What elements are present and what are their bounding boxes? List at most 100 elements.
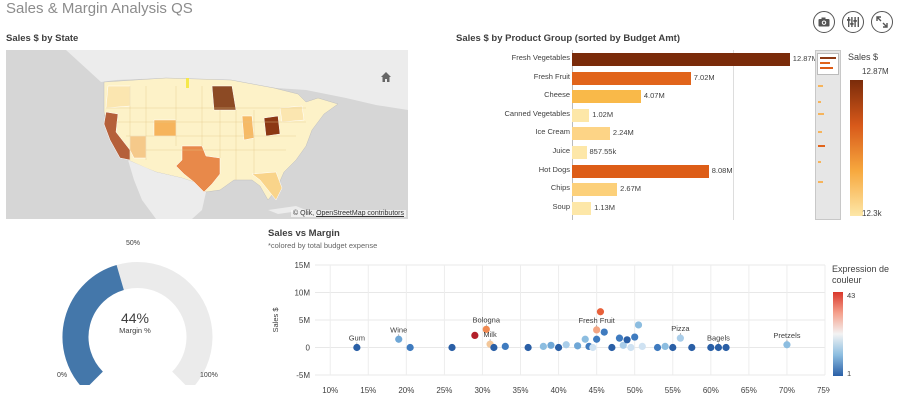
bar-category-label: Ice Cream <box>535 127 570 137</box>
scatter-point[interactable] <box>482 325 490 333</box>
scatter-point[interactable] <box>783 341 791 349</box>
x-tick-label: 15% <box>360 386 376 395</box>
state-texas[interactable] <box>175 145 221 193</box>
bar[interactable] <box>572 146 587 159</box>
scatter-point[interactable] <box>589 343 597 352</box>
scatter-point[interactable] <box>593 335 601 343</box>
bar[interactable] <box>572 183 618 197</box>
bar-value-label: 4.07M <box>643 91 665 101</box>
bar-row[interactable]: Juice 857.55k <box>456 143 810 161</box>
gauge-label: Margin % <box>119 326 151 335</box>
x-tick-label: 30% <box>474 386 490 395</box>
point-label: Pretzels <box>773 331 800 340</box>
bar-row[interactable]: Soup 1.13M <box>456 199 810 217</box>
scatter-point[interactable] <box>676 334 684 342</box>
scatter-point[interactable] <box>661 342 669 350</box>
sales-margin-scatter[interactable]: 15M 10M 5M 0 -5M 10% 15% 20% 25% 30% 35% 40% 45% 50% 5… <box>270 255 830 404</box>
state-colorado[interactable] <box>153 119 177 137</box>
bar-value-label: 7.02M <box>693 72 715 82</box>
state-illinois[interactable] <box>241 115 255 141</box>
gauge-mid-label: 50% <box>126 240 141 247</box>
scatter-point[interactable] <box>501 342 509 350</box>
bar-row[interactable]: Chips 2.67M <box>456 180 810 198</box>
fullscreen-button[interactable] <box>871 11 893 33</box>
scatter-point[interactable] <box>714 343 723 352</box>
bar[interactable] <box>572 90 641 104</box>
x-tick-label: 50% <box>627 386 643 395</box>
map-home-button[interactable] <box>380 70 392 88</box>
bar[interactable] <box>572 201 592 215</box>
highlight-marker <box>186 78 189 88</box>
state-minnesota[interactable] <box>211 85 237 111</box>
bar-value-label: 2.24M <box>612 128 634 138</box>
scatter-point[interactable] <box>615 334 624 342</box>
bar-legend-max: 12.87M <box>862 67 889 76</box>
scatter-point[interactable] <box>627 343 635 352</box>
scrollbar-thumb[interactable] <box>817 53 839 75</box>
scatter-point[interactable] <box>490 343 498 352</box>
scatter-point[interactable] <box>722 343 730 352</box>
bar-category-label: Chips <box>550 183 570 193</box>
scatter-point[interactable] <box>554 343 563 352</box>
bar-chart-scrollbar[interactable] <box>815 50 841 220</box>
snapshot-button[interactable] <box>813 11 835 33</box>
scatter-point[interactable] <box>524 343 532 352</box>
x-tick-label: 45% <box>589 386 605 395</box>
bar-category-label: Fresh Vegetables <box>511 53 570 62</box>
scatter-point[interactable] <box>707 343 715 352</box>
gauge-max-label: 100% <box>200 372 218 379</box>
bar-row[interactable]: Canned Vegetables 1.02M <box>456 106 810 124</box>
product-group-bar-chart[interactable]: Fresh Vegetables 12.87M Fresh Fruit 7.02M Ch… <box>456 50 818 220</box>
scatter-point[interactable] <box>634 321 643 329</box>
scatter-point[interactable] <box>596 308 605 316</box>
osm-credit-link[interactable]: OpenStreetMap contributors <box>316 210 404 217</box>
bar-row[interactable]: Ice Cream 2.24M <box>456 124 810 142</box>
bar-category-label: Cheese <box>544 90 570 100</box>
gauge-center: 44% Margin % <box>95 310 175 335</box>
scatter-point[interactable] <box>608 343 616 352</box>
selections-tool-button[interactable] <box>842 11 864 33</box>
x-tick-label: 70% <box>779 386 795 395</box>
scatter-point[interactable] <box>562 341 570 349</box>
scatter-point[interactable] <box>406 343 414 352</box>
scatter-point[interactable] <box>593 326 601 334</box>
state-florida[interactable] <box>251 171 283 201</box>
bar-row[interactable]: Fresh Vegetables 12.87M <box>456 50 818 68</box>
scatter-point[interactable] <box>600 328 608 336</box>
scatter-point[interactable] <box>653 343 662 352</box>
scatter-point[interactable] <box>539 342 547 350</box>
scatter-point[interactable] <box>547 341 555 349</box>
scatter-point[interactable] <box>471 331 479 339</box>
state-pennsylvania[interactable] <box>279 105 305 123</box>
scatter-point[interactable] <box>619 341 627 349</box>
state-ohio[interactable] <box>263 115 281 137</box>
scatter-point[interactable] <box>574 342 582 350</box>
scatter-point[interactable] <box>353 343 361 352</box>
margin-gauge <box>62 262 213 385</box>
bar[interactable] <box>572 127 610 141</box>
scatter-point[interactable] <box>669 343 677 352</box>
sales-map[interactable]: © Qlik, OpenStreetMap contributors <box>6 50 408 219</box>
credit-prefix: © Qlik, <box>293 210 315 217</box>
bar[interactable] <box>572 108 590 122</box>
bar-value-label: 8.08M <box>711 165 733 175</box>
scatter-point[interactable] <box>631 333 639 341</box>
bar[interactable] <box>572 71 691 85</box>
color-legend-max: 43 <box>847 291 856 300</box>
bar[interactable] <box>572 164 709 178</box>
scatter-point[interactable] <box>581 335 589 343</box>
scatter-point[interactable] <box>638 342 646 350</box>
scatter-subtitle: *colored by total budget expense <box>268 241 378 250</box>
bar[interactable] <box>572 53 790 66</box>
bar-row[interactable]: Hot Dogs 8.08M <box>456 162 810 180</box>
state-washington[interactable] <box>105 85 131 109</box>
scatter-point[interactable] <box>688 343 696 352</box>
scatter-point[interactable] <box>623 336 631 344</box>
bar-row[interactable]: Fresh Fruit 7.02M <box>456 69 810 87</box>
bar-row[interactable]: Cheese 4.07M <box>456 87 810 105</box>
scatter-point[interactable] <box>395 335 403 343</box>
scatter-point[interactable] <box>448 343 456 352</box>
state-arizona[interactable] <box>129 135 147 159</box>
bar-value-label: 12.87M <box>792 54 818 63</box>
point-label: Gum <box>349 334 365 343</box>
